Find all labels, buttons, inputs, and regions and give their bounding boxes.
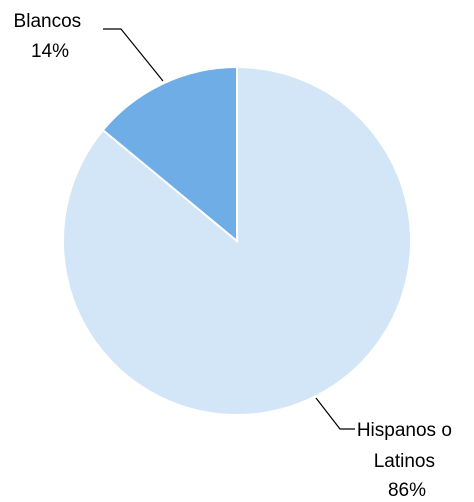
slice-label-hispanos: Hispanos o Latinos 86%	[357, 420, 457, 501]
pie-slice-blancos	[101, 65, 238, 244]
slice-label-blancos-line1: Blancos	[14, 11, 82, 32]
slice-label-blancos: Blancos 14%	[14, 11, 87, 62]
slice-label-hispanos-line1: Hispanos o	[357, 420, 452, 441]
pie-slices	[62, 65, 412, 416]
slice-value-blancos: 14%	[31, 41, 69, 62]
slice-value-hispanos: 86%	[388, 480, 426, 501]
leader-line-hispanos	[315, 397, 355, 430]
leader-line-blancos	[103, 28, 164, 82]
slice-label-hispanos-line2: Latinos	[374, 451, 435, 472]
